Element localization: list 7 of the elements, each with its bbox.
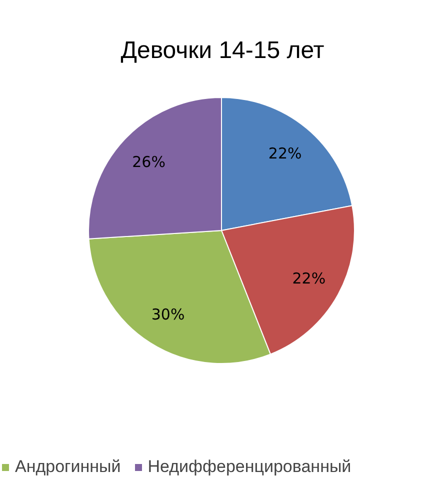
data-label: 22% bbox=[268, 144, 302, 163]
legend-label: Недифференцированный bbox=[148, 457, 352, 477]
data-label: 22% bbox=[292, 270, 326, 288]
data-label: 26% bbox=[132, 153, 166, 172]
chart-title: Девочки 14-15 лет bbox=[120, 37, 324, 64]
legend-label: Андрогинный bbox=[15, 457, 121, 477]
data-label: 30% bbox=[151, 306, 185, 324]
